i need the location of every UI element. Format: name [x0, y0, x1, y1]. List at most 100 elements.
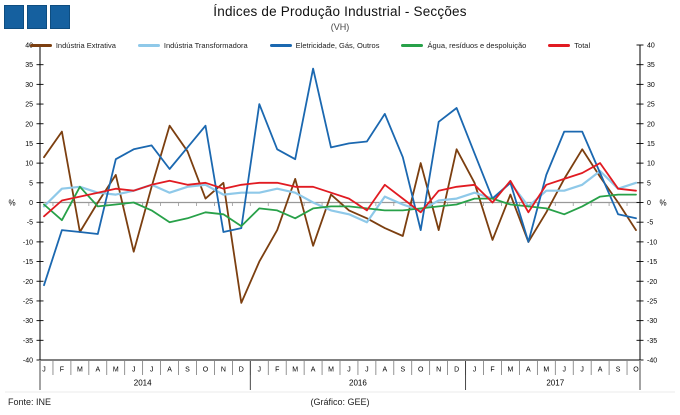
svg-text:N: N: [221, 367, 226, 374]
svg-text:-40: -40: [23, 358, 33, 365]
svg-text:M: M: [77, 367, 83, 374]
svg-text:J: J: [580, 367, 584, 374]
svg-text:D: D: [239, 367, 244, 374]
year-label: 2014: [134, 379, 152, 388]
svg-text:30: 30: [25, 82, 33, 89]
legend-swatch: [29, 44, 52, 47]
svg-text:J: J: [347, 367, 351, 374]
logo: [4, 5, 70, 29]
svg-text:O: O: [203, 367, 209, 374]
svg-text:10: 10: [647, 161, 655, 168]
legend-label: Indústria Extrativa: [55, 41, 116, 50]
svg-text:J: J: [365, 367, 369, 374]
svg-text:O: O: [633, 367, 639, 374]
svg-text:-30: -30: [647, 318, 657, 325]
logo-square: [27, 5, 47, 29]
svg-text:S: S: [400, 367, 405, 374]
svg-text:5: 5: [647, 180, 651, 187]
svg-text:A: A: [383, 367, 388, 374]
svg-text:-40: -40: [647, 358, 657, 365]
legend-swatch: [401, 44, 424, 47]
svg-text:40: 40: [25, 43, 33, 50]
svg-text:0: 0: [647, 200, 651, 207]
legend-label: Água, resíduos e despoluição: [427, 41, 527, 50]
svg-text:J: J: [132, 367, 136, 374]
svg-text:-25: -25: [23, 298, 33, 305]
legend-label: Indústria Transformadora: [163, 41, 248, 50]
svg-text:-25: -25: [647, 298, 657, 305]
svg-text:J: J: [562, 367, 566, 374]
svg-text:25: 25: [647, 102, 655, 109]
svg-text:M: M: [508, 367, 514, 374]
svg-text:40: 40: [647, 43, 655, 50]
svg-text:-10: -10: [23, 239, 33, 246]
svg-text:35: 35: [25, 62, 33, 69]
svg-text:A: A: [598, 367, 603, 374]
legend-label: Total: [574, 41, 591, 50]
legend-item-2: Indústria Transformadora: [137, 41, 248, 50]
year-label: 2016: [349, 379, 367, 388]
chart-subtitle: (VH): [330, 22, 350, 32]
svg-text:F: F: [275, 367, 279, 374]
svg-text:A: A: [95, 367, 100, 374]
legend-swatch: [548, 44, 571, 47]
axis-labels: -40 -40 -35 -35 -30 -30 -25 -25 -20 -20 -15 -15 -10 -…: [8, 43, 666, 388]
legend-label: Eletricidade, Gás, Outros: [295, 41, 380, 50]
logo-square: [4, 5, 24, 29]
svg-text:M: M: [113, 367, 119, 374]
svg-text:M: M: [292, 367, 298, 374]
svg-text:-5: -5: [647, 220, 653, 227]
svg-text:-35: -35: [647, 338, 657, 345]
svg-text:A: A: [311, 367, 316, 374]
svg-text:M: M: [328, 367, 334, 374]
svg-text:-30: -30: [23, 318, 33, 325]
svg-text:M: M: [543, 367, 549, 374]
svg-text:A: A: [167, 367, 172, 374]
svg-text:-20: -20: [647, 279, 657, 286]
svg-text:15: 15: [647, 141, 655, 148]
svg-text:S: S: [616, 367, 621, 374]
svg-text:J: J: [150, 367, 154, 374]
svg-text:0: 0: [29, 200, 33, 207]
axes: [5, 45, 675, 393]
legend-item-4: Água, resíduos e despoluição: [401, 41, 526, 50]
chart-title: Índices de Produção Industrial - Secções: [213, 4, 467, 19]
svg-text:N: N: [436, 367, 441, 374]
svg-text:10: 10: [25, 161, 33, 168]
footer-credit: (Gráfico: GEE): [310, 397, 370, 407]
legend-item-1: Indústria Extrativa: [29, 41, 116, 50]
svg-text:-5: -5: [27, 220, 33, 227]
legend-swatch: [269, 44, 292, 47]
svg-text:S: S: [185, 367, 190, 374]
series-line-4: [43, 185, 637, 228]
svg-text:J: J: [258, 367, 262, 374]
series-line-3: [43, 67, 637, 287]
svg-text:F: F: [490, 367, 494, 374]
axis-ticks: [36, 44, 644, 390]
svg-text:-15: -15: [23, 259, 33, 266]
svg-text:15: 15: [25, 141, 33, 148]
logo-square: [50, 5, 70, 29]
series-line-2: [42, 169, 638, 224]
svg-text:20: 20: [25, 121, 33, 128]
svg-text:-10: -10: [647, 239, 657, 246]
svg-text:J: J: [473, 367, 477, 374]
svg-text:-15: -15: [647, 259, 657, 266]
svg-text:-35: -35: [23, 338, 33, 345]
year-label: 2017: [546, 379, 564, 388]
svg-text:D: D: [454, 367, 459, 374]
y-axis-unit-right: %: [659, 199, 666, 208]
legend: Indústria Extrativa Indústria Transformad…: [20, 41, 600, 50]
series-line-5: [43, 162, 637, 218]
series-line-1: [43, 124, 637, 304]
svg-text:J: J: [42, 367, 46, 374]
svg-text:25: 25: [25, 102, 33, 109]
y-axis-unit-left: %: [8, 199, 15, 208]
series-lines: [42, 67, 638, 304]
svg-text:A: A: [526, 367, 531, 374]
svg-text:20: 20: [647, 121, 655, 128]
svg-text:35: 35: [647, 62, 655, 69]
svg-text:F: F: [60, 367, 64, 374]
